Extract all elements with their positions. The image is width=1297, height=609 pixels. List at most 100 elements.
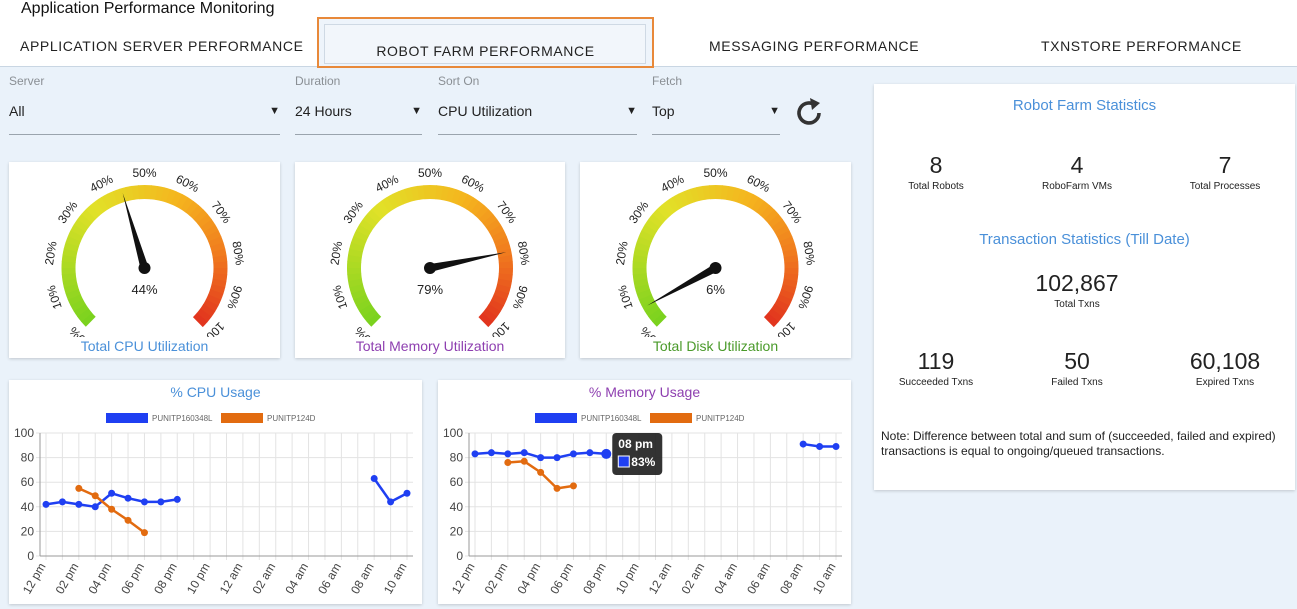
- data-point[interactable]: [108, 506, 115, 513]
- y-tick-label: 40: [21, 500, 35, 514]
- gauge-arc-segment: [658, 214, 662, 219]
- data-point[interactable]: [570, 450, 577, 457]
- stat-value: 50: [1017, 348, 1137, 375]
- gauge-arc-segment: [777, 308, 781, 313]
- gauge-arc-segment: [121, 194, 127, 196]
- gauge-arc-segment: [80, 223, 84, 228]
- tab-application-server-performance[interactable]: APPLICATION SERVER PERFORMANCE: [20, 38, 304, 54]
- gauge-arc-segment: [698, 193, 704, 194]
- gauge-tick-label: 60%: [745, 172, 773, 196]
- gauge-arc-segment: [479, 210, 484, 214]
- data-point[interactable]: [570, 482, 577, 489]
- data-point[interactable]: [488, 449, 495, 456]
- server-label: Server: [9, 74, 44, 88]
- data-point[interactable]: [141, 529, 148, 536]
- gauge-arc-segment: [217, 286, 219, 292]
- data-point[interactable]: [75, 485, 82, 492]
- gauge-arc-segment: [640, 273, 641, 279]
- gauge-arc-segment: [71, 244, 73, 250]
- stat-value: 60,108: [1165, 348, 1285, 375]
- x-tick-label: 12 pm: [449, 561, 478, 597]
- gauge-arc-segment: [376, 210, 381, 214]
- fetch-select[interactable]: Fetch Top ▼: [652, 74, 780, 135]
- gauge-arc-segment: [202, 313, 206, 318]
- data-point[interactable]: [521, 458, 528, 465]
- gauge-arc-segment: [194, 210, 199, 214]
- gauge-arc-segment: [643, 238, 645, 244]
- server-select[interactable]: Server All ▼: [9, 74, 280, 135]
- tab-messaging-performance[interactable]: MESSAGING PERFORMANCE: [709, 38, 919, 54]
- data-point[interactable]: [174, 496, 181, 503]
- gauge-tick-label: 90%: [795, 284, 816, 311]
- tab-robot-farm-performance[interactable]: ROBOT FARM PERFORMANCE: [317, 17, 654, 68]
- gauge-arc-segment: [69, 273, 70, 279]
- gauge-arc-segment: [365, 223, 369, 228]
- data-point[interactable]: [554, 485, 561, 492]
- gauge-arc-segment: [355, 250, 356, 256]
- x-tick-label: 10 am: [381, 561, 410, 597]
- data-point[interactable]: [371, 475, 378, 482]
- gauge-tick-label: 40%: [373, 172, 401, 196]
- stat-value: 7: [1165, 152, 1285, 179]
- data-point[interactable]: [521, 449, 528, 456]
- refresh-icon[interactable]: [792, 96, 826, 130]
- data-point[interactable]: [108, 490, 115, 497]
- gauge-arc-segment: [372, 317, 376, 322]
- gauge-tick-label: 40%: [88, 172, 116, 196]
- caret-down-icon: ▼: [769, 105, 780, 117]
- gauge-tick-label: 40%: [659, 172, 687, 196]
- gauge-arc-segment: [648, 302, 651, 308]
- data-point[interactable]: [504, 450, 511, 457]
- data-point[interactable]: [537, 454, 544, 461]
- gauge-needle-hub: [139, 262, 151, 274]
- data-point[interactable]: [833, 443, 840, 450]
- data-point[interactable]: [125, 517, 132, 524]
- hovered-data-point[interactable]: [601, 449, 611, 459]
- gauge-arc-segment: [780, 303, 783, 309]
- data-point[interactable]: [157, 498, 164, 505]
- data-point[interactable]: [141, 498, 148, 505]
- gauge-arc-segment: [786, 239, 788, 245]
- data-point[interactable]: [504, 459, 511, 466]
- stat-failed-txns: 50 Failed Txns: [1017, 348, 1137, 388]
- x-tick-label: 08 am: [777, 561, 806, 597]
- data-point[interactable]: [404, 490, 411, 497]
- gauge-arc-segment: [505, 274, 506, 280]
- data-point[interactable]: [472, 450, 479, 457]
- gauge-arc-segment: [77, 228, 80, 234]
- data-point[interactable]: [554, 454, 561, 461]
- gauge-tick-label: 20%: [42, 240, 60, 266]
- sort-on-select[interactable]: Sort On CPU Utilization ▼: [438, 74, 637, 135]
- data-point[interactable]: [586, 449, 593, 456]
- tab-txnstore-performance[interactable]: TXNSTORE PERFORMANCE: [1041, 38, 1242, 54]
- data-point[interactable]: [75, 501, 82, 508]
- gauge-arc-segment: [788, 245, 790, 251]
- legend-swatch: [106, 413, 148, 423]
- data-point[interactable]: [816, 443, 823, 450]
- data-point[interactable]: [125, 495, 132, 502]
- gauge-arc-segment: [773, 219, 777, 224]
- data-point[interactable]: [92, 492, 99, 499]
- gauge-arc-segment: [162, 194, 168, 196]
- duration-select[interactable]: Duration 24 Hours ▼: [295, 74, 422, 135]
- gauge-arc-segment: [69, 256, 70, 262]
- gauge-tick-label: 50%: [703, 166, 727, 180]
- stat-label: Total Txns: [1017, 299, 1137, 310]
- gauge-arc-segment: [750, 200, 756, 203]
- legend-label: PUNITP124D: [696, 414, 745, 423]
- data-point[interactable]: [800, 441, 807, 448]
- gauge-arc-segment: [436, 192, 442, 193]
- stat-robofarm-vms: 4 RoboFarm VMs: [1017, 152, 1137, 192]
- data-point[interactable]: [387, 498, 394, 505]
- data-point[interactable]: [59, 498, 66, 505]
- gauge-tick-label: 60%: [459, 172, 487, 196]
- data-point[interactable]: [537, 469, 544, 476]
- data-point[interactable]: [92, 503, 99, 510]
- gauge-arc-segment: [209, 228, 212, 234]
- data-point[interactable]: [43, 501, 50, 508]
- gauge-needle: [123, 193, 149, 269]
